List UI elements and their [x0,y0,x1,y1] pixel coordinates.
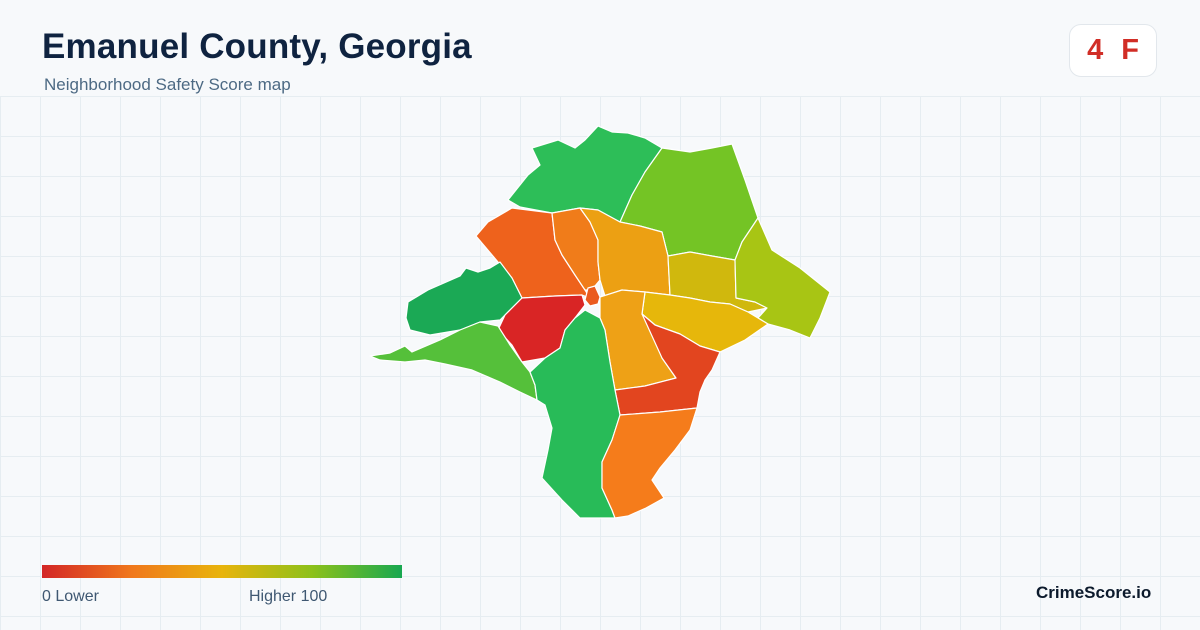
east-tract[interactable] [734,217,831,339]
brand-logo-text: CrimeScore.io [1036,583,1152,602]
page-title: Emanuel County, Georgia [42,27,472,66]
score-grade: F [1121,34,1139,66]
header-band [0,0,1200,96]
south-tract[interactable] [601,407,698,519]
legend-min-label: 0 Lower [42,588,99,605]
legend-max-label: Higher 100 [249,588,328,605]
southeast-center-tract[interactable] [614,313,721,416]
score-badge: 4 F [1069,24,1157,77]
legend-gradient-bar [42,565,402,578]
hub-tract[interactable] [584,285,601,307]
score-value: 4 [1087,34,1104,66]
page-subtitle: Neighborhood Safety Score map [44,75,291,94]
